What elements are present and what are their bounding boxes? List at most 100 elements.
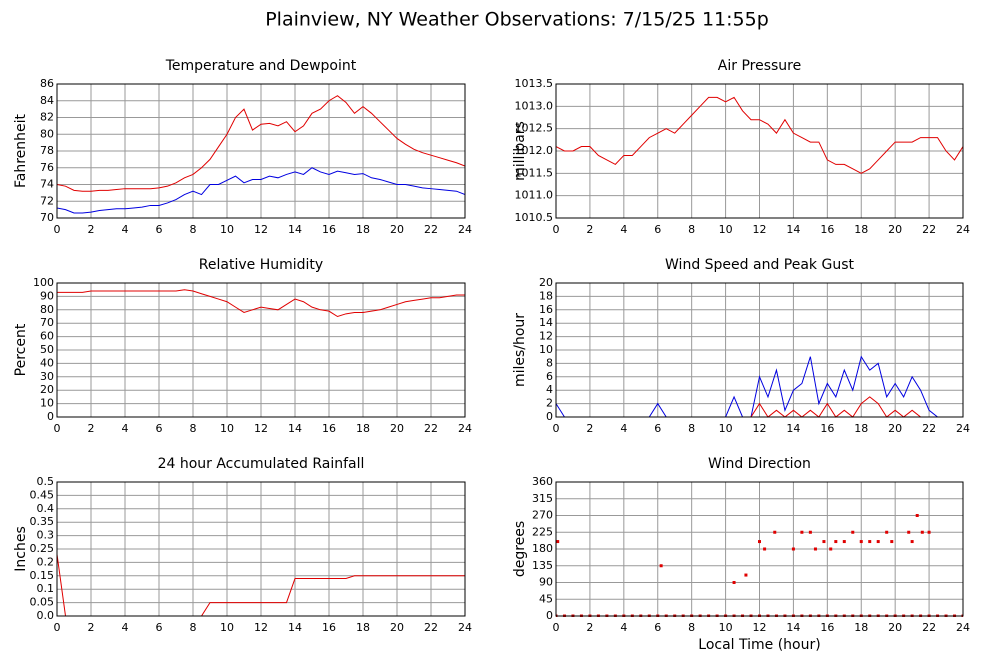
plot-frame	[555, 83, 964, 219]
x-tick-label: 0	[54, 422, 61, 435]
x-tick-label: 16	[322, 223, 336, 236]
data-point	[813, 547, 817, 551]
x-tick-label: 4	[620, 621, 627, 634]
data-line	[57, 95, 465, 192]
y-tick-label: 60	[40, 330, 54, 343]
y-tick-label: 20	[539, 276, 553, 289]
y-axis-label: miles/hour	[512, 313, 528, 387]
y-tick-label: 0.35	[30, 515, 55, 528]
y-tick-label: 1013.0	[515, 99, 554, 112]
page-title: Plainview, NY Weather Observations: 7/15…	[265, 9, 769, 31]
x-tick-label: 2	[586, 621, 593, 634]
x-tick-label: 8	[190, 223, 197, 236]
data-point	[556, 540, 560, 544]
chart-title: Relative Humidity	[199, 257, 323, 273]
data-point	[890, 540, 894, 544]
x-tick-label: 22	[922, 223, 936, 236]
y-tick-label: 1012.0	[515, 144, 554, 157]
y-tick-label: 135	[532, 559, 553, 572]
data-point	[758, 540, 761, 544]
y-tick-label: 6	[546, 370, 553, 383]
x-tick-label: 24	[458, 621, 472, 634]
y-tick-label: 8	[546, 356, 553, 369]
y-axis-label: millibars	[512, 121, 528, 181]
y-tick-label: 70	[40, 316, 54, 329]
y-tick-label: 45	[539, 592, 553, 605]
data-point	[842, 540, 846, 544]
y-tick-label: 1011.5	[515, 166, 554, 179]
x-tick-label: 12	[753, 422, 767, 435]
data-point	[791, 547, 795, 551]
x-tick-label: 4	[122, 422, 129, 435]
y-tick-label: 10	[539, 343, 553, 356]
y-tick-label: 0.1	[37, 582, 55, 595]
y-tick-label: 2	[546, 397, 553, 410]
data-point	[915, 514, 919, 517]
y-tick-label: 0	[47, 410, 54, 423]
x-tick-label: 2	[88, 621, 95, 634]
y-tick-label: 76	[40, 161, 54, 174]
x-tick-label: 16	[820, 621, 834, 634]
plot-frame	[56, 83, 466, 219]
plot-frame	[555, 282, 964, 418]
x-tick-label: 2	[88, 422, 95, 435]
data-point	[859, 540, 863, 544]
x-tick-label: 6	[654, 621, 661, 634]
y-tick-label: 180	[532, 542, 553, 555]
y-tick-label: 1010.5	[515, 211, 554, 224]
x-tick-label: 16	[820, 223, 834, 236]
x-tick-label: 0	[553, 422, 560, 435]
chart-title: 24 hour Accumulated Rainfall	[158, 456, 365, 472]
y-tick-label: 14	[539, 316, 553, 329]
data-point	[800, 530, 804, 534]
y-tick-label: 0.3	[37, 529, 55, 542]
y-tick-label: 90	[539, 576, 553, 589]
x-tick-label: 0	[553, 621, 560, 634]
x-tick-label: 14	[786, 422, 800, 435]
x-tick-label: 18	[356, 223, 370, 236]
data-point	[907, 530, 911, 534]
x-tick-label: 8	[190, 422, 197, 435]
x-tick-label: 22	[424, 223, 438, 236]
x-tick-label: 22	[424, 621, 438, 634]
x-tick-label: 16	[322, 422, 336, 435]
x-tick-label: 0	[54, 223, 61, 236]
x-tick-label: 14	[786, 223, 800, 236]
y-tick-label: 12	[539, 330, 553, 343]
x-tick-label: 4	[122, 223, 129, 236]
x-tick-label: 20	[888, 223, 902, 236]
y-tick-label: 86	[40, 77, 54, 90]
y-tick-label: 90	[40, 289, 54, 302]
x-tick-label: 10	[719, 223, 733, 236]
x-tick-label: 2	[586, 422, 593, 435]
x-tick-label: 6	[654, 422, 661, 435]
data-point	[773, 530, 777, 534]
x-tick-label: 6	[156, 422, 163, 435]
data-point	[910, 540, 914, 544]
chart-title: Air Pressure	[718, 58, 801, 74]
y-tick-label: 0	[546, 410, 553, 423]
y-tick-label: 0.25	[30, 542, 55, 555]
y-tick-label: 10	[40, 397, 54, 410]
data-point	[920, 530, 924, 534]
y-tick-label: 20	[40, 383, 54, 396]
y-tick-label: 30	[40, 370, 54, 383]
data-line	[556, 96, 963, 174]
chart-title: Temperature and Dewpoint	[165, 58, 357, 74]
data-point	[829, 547, 833, 551]
y-tick-label: 80	[40, 303, 54, 316]
y-tick-label: 0.45	[30, 488, 55, 501]
data-point	[808, 530, 812, 534]
y-tick-label: 315	[532, 492, 553, 505]
plot-frame	[56, 481, 466, 617]
y-tick-label: 78	[40, 144, 54, 157]
y-axis-label: Percent	[13, 323, 29, 376]
x-tick-label: 10	[719, 422, 733, 435]
x-tick-label: 0	[54, 621, 61, 634]
y-tick-label: 80	[40, 127, 54, 140]
plot-content	[556, 96, 963, 174]
data-point	[876, 540, 880, 544]
x-tick-label: 8	[688, 223, 695, 236]
y-tick-label: 16	[539, 303, 553, 316]
